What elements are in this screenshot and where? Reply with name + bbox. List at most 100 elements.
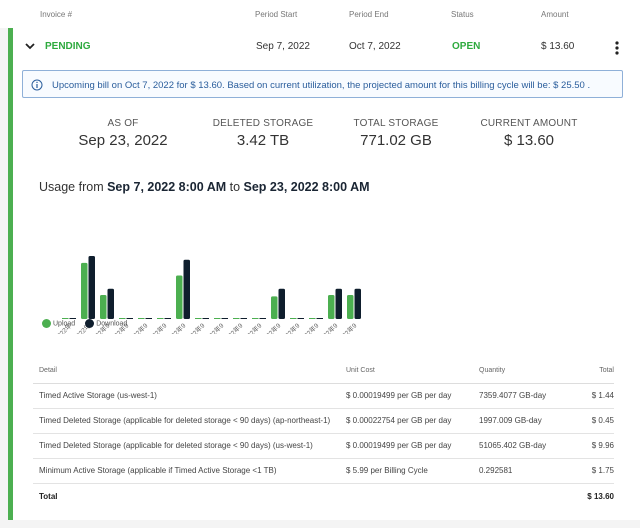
stat-value: 771.02 GB xyxy=(360,132,432,149)
row-quantity: 1997.009 GB-day xyxy=(479,408,579,434)
usage-bar-chart: 2022年 2022年2022年92022年92022年92022年92022年9… xyxy=(52,256,362,334)
stat-total-storage: TOTAL STORAGE 771.02 GB xyxy=(331,118,461,149)
invoice-amount: $ 13.60 xyxy=(541,41,575,52)
stat-current-amount: CURRENT AMOUNT $ 13.60 xyxy=(464,118,594,149)
bar-download-11[interactable] xyxy=(278,288,286,319)
chevron-down-icon[interactable] xyxy=(23,39,37,53)
bar-upload-11[interactable] xyxy=(271,296,278,319)
usage-end: Sep 23, 2022 8:00 AM xyxy=(243,180,370,194)
col-unit-cost: Unit Cost xyxy=(346,359,479,384)
table-row: Timed Active Storage (us-west-1) $ 0.000… xyxy=(33,383,614,409)
total-label: Total xyxy=(39,491,58,501)
stat-value: $ 13.60 xyxy=(503,132,555,149)
bar-download-4[interactable] xyxy=(145,318,153,319)
col-quantity: Quantity xyxy=(479,359,579,384)
usage-title: Usage from Sep 7, 2022 8:00 AM to Sep 23… xyxy=(39,180,370,194)
table-row: Timed Deleted Storage (applicable for de… xyxy=(33,408,614,434)
invoice-row[interactable]: PENDING Sep 7, 2022 Oct 7, 2022 OPEN $ 1… xyxy=(13,28,640,66)
row-detail: Timed Deleted Storage (applicable for de… xyxy=(33,408,346,434)
row-total: $ 9.96 xyxy=(579,433,614,459)
row-detail: Minimum Active Storage (applicable if Ti… xyxy=(33,458,346,484)
bar-upload-2[interactable] xyxy=(100,295,107,319)
invoice-col-header: Invoice # xyxy=(40,10,73,19)
row-unit-cost: $ 0.00022754 per GB per day xyxy=(346,408,479,434)
bar-download-0[interactable] xyxy=(69,318,77,319)
usage-prefix: Usage from xyxy=(39,180,108,194)
stat-label: DELETED STORAGE xyxy=(212,118,314,129)
bar-download-14[interactable] xyxy=(335,288,343,319)
row-quantity: 7359.4077 GB-day xyxy=(479,383,579,409)
period-end: Oct 7, 2022 xyxy=(349,41,401,52)
bar-upload-13[interactable] xyxy=(309,318,316,319)
usage-start: Sep 7, 2022 8:00 AM xyxy=(107,180,227,194)
table-row: Timed Deleted Storage (applicable for de… xyxy=(33,433,614,459)
bar-download-7[interactable] xyxy=(202,318,210,319)
status-badge: OPEN xyxy=(452,41,481,52)
row-unit-cost: $ 0.00019499 per GB per day xyxy=(346,433,479,459)
bar-upload-9[interactable] xyxy=(233,318,240,319)
row-quantity: 51065.402 GB-day xyxy=(479,433,579,459)
legend-upload[interactable]: Upload xyxy=(42,319,75,328)
bar-download-6[interactable] xyxy=(183,259,191,319)
row-quantity: 0.292581 xyxy=(479,458,579,484)
row-unit-cost: $ 0.00019499 per GB per day xyxy=(346,383,479,409)
legend-upload-label: Upload xyxy=(53,320,76,328)
legend-download-swatch xyxy=(85,319,95,328)
bar-upload-12[interactable] xyxy=(290,318,297,319)
period-start: Sep 7, 2022 xyxy=(256,41,310,52)
bar-upload-8[interactable] xyxy=(214,318,221,319)
bar-download-15[interactable] xyxy=(354,288,362,319)
info-icon xyxy=(31,79,43,91)
bar-download-10[interactable] xyxy=(259,318,267,319)
col-total: Total xyxy=(579,359,614,384)
bar-download-9[interactable] xyxy=(240,318,248,319)
bar-download-13[interactable] xyxy=(316,318,324,319)
bar-upload-15[interactable] xyxy=(347,295,354,319)
invoice-name: PENDING xyxy=(45,41,91,52)
bar-upload-4[interactable] xyxy=(138,318,145,319)
legend-download-label: Download xyxy=(96,320,128,328)
cost-breakdown-table: Detail Unit Cost Quantity Total Timed Ac… xyxy=(33,359,614,509)
stat-as-of: AS OF Sep 23, 2022 xyxy=(58,118,188,149)
bar-upload-7[interactable] xyxy=(195,318,202,319)
bar-upload-6[interactable] xyxy=(176,275,183,319)
row-detail: Timed Deleted Storage (applicable for de… xyxy=(33,433,346,459)
legend-download[interactable]: Download xyxy=(85,319,127,328)
bar-upload-1[interactable] xyxy=(81,262,88,319)
bar-download-3[interactable] xyxy=(126,318,134,319)
bar-upload-14[interactable] xyxy=(328,295,335,319)
row-total: $ 1.44 xyxy=(579,383,614,409)
bar-download-8[interactable] xyxy=(221,318,229,319)
stat-label: AS OF xyxy=(107,118,139,129)
bar-download-12[interactable] xyxy=(297,318,305,319)
row-total: $ 1.75 xyxy=(579,458,614,484)
stat-deleted-storage: DELETED STORAGE 3.42 TB xyxy=(198,118,328,149)
bar-upload-3[interactable] xyxy=(119,318,126,319)
bar-upload-5[interactable] xyxy=(157,318,164,319)
status-col-header: Status xyxy=(451,10,474,19)
upcoming-bill-notice: Upcoming bill on Oct 7, 2022 for $ 13.60… xyxy=(22,70,623,98)
period-end-col-header: Period End xyxy=(349,10,389,19)
total-value: $ 13.60 xyxy=(587,491,614,501)
kebab-menu-icon[interactable] xyxy=(613,40,621,56)
bar-download-2[interactable] xyxy=(107,288,115,319)
stat-value: Sep 23, 2022 xyxy=(78,132,168,149)
total-row: Total $ 13.60 xyxy=(33,483,614,509)
stat-label: TOTAL STORAGE xyxy=(353,118,439,129)
table-row: Minimum Active Storage (applicable if Ti… xyxy=(33,458,614,484)
usage-middle: to xyxy=(226,180,244,194)
row-total: $ 0.45 xyxy=(579,408,614,434)
bar-download-5[interactable] xyxy=(164,318,172,319)
bar-download-1[interactable] xyxy=(88,256,96,319)
legend-upload-swatch xyxy=(42,319,51,328)
row-detail: Timed Active Storage (us-west-1) xyxy=(33,383,346,409)
table-header-row: Detail Unit Cost Quantity Total xyxy=(33,359,614,384)
amount-col-header: Amount xyxy=(541,10,569,19)
bar-upload-10[interactable] xyxy=(252,318,259,319)
total-empty-2 xyxy=(479,483,579,509)
period-start-col-header: Period Start xyxy=(255,10,298,19)
chart-legend: Upload Download xyxy=(42,319,127,328)
stat-value: 3.42 TB xyxy=(236,132,290,149)
bar-upload-0[interactable] xyxy=(62,318,69,319)
notice-text: Upcoming bill on Oct 7, 2022 for $ 13.60… xyxy=(52,80,591,91)
